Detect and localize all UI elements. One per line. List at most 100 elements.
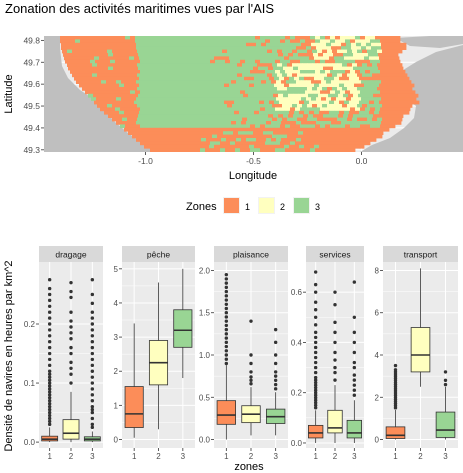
map-zone-cell [388,114,394,118]
map-zone-cell [370,39,376,44]
map-zone-cell [300,148,306,152]
map-zone-cell [92,73,98,78]
map-zone-cell [384,100,390,105]
map-zone-cell [370,36,376,40]
map-zone-cell [155,39,161,44]
map-zone-cell [136,42,142,47]
map-zone-cell [304,127,310,132]
map-zone-cell [206,46,212,50]
map-zone-cell [326,97,332,101]
map-zone-cell [300,39,306,44]
map-zone-cell [400,107,406,112]
map-zone-cell [337,104,343,108]
map-zone-cell [138,66,144,71]
map-zone-cell [292,87,298,91]
map-zone-cell [204,100,210,105]
map-zone-cell [96,42,102,47]
map-zone-cell [174,127,180,132]
map-zone-cell [379,83,385,88]
map-zone-cell [245,59,251,64]
boxplot-y-axis-label: Densité de navires en heures par km^2 [3,260,15,451]
map-zone-cell [105,36,111,40]
map-zone-cell [207,73,213,78]
map-zone-cell [181,121,187,125]
facet-y-tick-label: 0.2 [291,389,303,398]
map-zone-cell [90,59,96,64]
map-zone-cell [203,93,209,98]
map-zone-cell [309,127,315,132]
map-zone-cell [347,134,353,139]
map-zone-cell [112,49,118,54]
map-zone-cell [397,49,403,54]
map-zone-cell [367,104,373,108]
map-zone-cell [397,104,403,108]
facet-y-tick-label: 0.4 [291,338,303,347]
map-zone-cell [126,46,132,50]
map-zone-cell [220,90,226,95]
map-zone-cell [146,138,152,142]
map-zone-cell [302,73,308,78]
map-zone-cell [205,141,211,146]
map-zone-cell [339,83,345,88]
map-zone-cell [339,100,345,105]
facet-y-tick-label: 0.6 [291,288,303,297]
map-zone-cell [296,42,302,47]
map-zone-cell [211,121,217,125]
map-zone-cell [210,141,216,146]
map-zone-cell [177,134,183,139]
map-zone-cell [277,63,283,67]
map-zone-cells [60,36,420,152]
map-zone-cell [325,124,331,129]
map-zone-cell [345,148,351,152]
map-zone-cell [365,124,371,129]
map-zone-cell [280,59,286,64]
map-zone-cell [267,49,273,54]
map-zone-cell [69,56,75,61]
map-zone-cell [180,90,186,95]
map-zone-cell [334,110,340,115]
map-zone-cell [257,63,263,67]
map-zone-cell [302,117,308,122]
map-zone-cell [310,124,316,129]
map-zone-cell [134,56,140,61]
map-zone-cell [215,59,221,64]
facet-y-tick-label: 8 [375,266,380,275]
map-zone-cell [322,87,328,91]
map-zone-cell [239,110,245,115]
map-zone-cell [164,56,170,61]
map-zone-cell [94,83,100,88]
map-zone-cell [141,80,147,84]
box-iqr [308,424,324,439]
map-zone-cell [118,93,124,98]
map-zone-cell [225,36,231,40]
map-zone-cell [314,110,320,115]
map-zone-cell [144,76,150,81]
map-zone-cell [346,138,352,142]
map-zone-cell [301,80,307,84]
map-zone-cell [374,127,380,132]
map-zone-cell [226,121,232,125]
map-zone-cell [210,90,216,95]
legend-label-zone-1: 1 [245,202,250,212]
map-zone-cell [376,121,382,125]
map-zone-cell [335,39,341,44]
map-zone-cell [296,138,302,142]
map-zone-cell [151,46,157,50]
map-zone-cell [234,100,240,105]
map-zone-cell [105,59,111,64]
map-zone-cell [172,49,178,54]
map-zone-cell [347,87,353,91]
map-zone-cell [349,56,355,61]
map-zone-cell [169,110,175,115]
map-zone-cell [297,134,303,139]
map-zone-cell [275,36,281,40]
map-zone-cell [212,73,218,78]
map-zone-cell [327,87,333,91]
map-zone-cell [226,97,232,101]
map-zone-cell [367,73,373,78]
facet-y-tick-label: 1.0 [199,351,211,360]
box-outlier-point [47,372,52,376]
map-zone-cell [376,42,382,47]
map-zone-cell [81,42,87,47]
map-zone-cell [387,104,393,108]
